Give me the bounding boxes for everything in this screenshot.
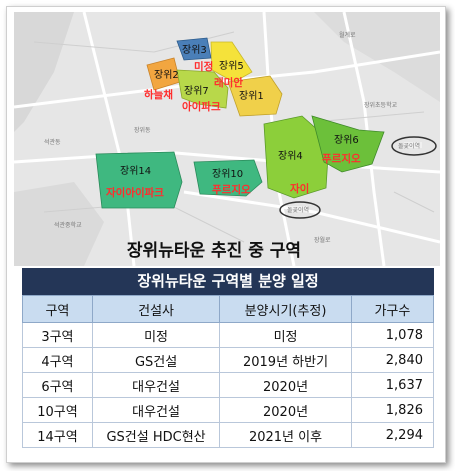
header-zone: 구역 bbox=[22, 295, 93, 323]
schedule-table-panel: 장위뉴타운 구역별 분양 일정 구역 건설사 분양시기(추정) 가구수 3구역 … bbox=[22, 268, 435, 448]
zone-3-area[interactable] bbox=[176, 37, 212, 61]
map-title: 장위뉴타운 추진 중 구역 bbox=[126, 241, 302, 261]
zone-10-area[interactable] bbox=[193, 159, 263, 197]
cell-builder: GS건설 HDC현산 bbox=[91, 422, 221, 448]
cell-sale-period: 2019년 하반기 bbox=[219, 347, 352, 373]
zone-3-label: 장위3 bbox=[182, 43, 207, 56]
header-sale-period: 분양시기(추정) bbox=[219, 295, 352, 323]
cell-sale-period: 2020년 bbox=[219, 397, 352, 423]
zone-14-brand: 자이아이파크 bbox=[106, 186, 164, 199]
svg-text:석관중학교: 석관중학교 bbox=[54, 221, 82, 229]
cell-units: 1,637 bbox=[350, 372, 435, 398]
zone-7-label: 장위7 bbox=[184, 84, 209, 97]
cell-builder: 미정 bbox=[91, 322, 221, 348]
zone-4-area[interactable] bbox=[263, 115, 330, 199]
svg-text:돌곶이역: 돌곶이역 bbox=[287, 206, 309, 214]
cell-zone: 10구역 bbox=[22, 397, 93, 423]
cell-units: 1,078 bbox=[350, 322, 435, 348]
table-header-row: 구역 건설사 분양시기(추정) 가구수 bbox=[22, 295, 435, 323]
svg-text:장월로: 장월로 bbox=[314, 236, 331, 244]
svg-text:돌곶이역: 돌곶이역 bbox=[398, 142, 420, 150]
station-marker-bottom bbox=[279, 201, 321, 219]
zone-5-brand: 래미안 bbox=[214, 76, 243, 89]
zone-10-label: 장위10 bbox=[212, 167, 243, 180]
cell-units: 1,826 bbox=[350, 397, 435, 423]
zone-14-area[interactable] bbox=[95, 151, 183, 209]
zone-4-label: 장위4 bbox=[278, 149, 303, 162]
zone-7-brand: 아이파크 bbox=[182, 100, 221, 113]
cell-builder: 대우건설 bbox=[91, 397, 221, 423]
district-map: 석관동 장위동 월계로 장위초등학교 석관중학교 장월로 장위3 미정 장위2 … bbox=[14, 12, 440, 266]
cell-units: 2,294 bbox=[350, 422, 435, 448]
zone-1-area[interactable] bbox=[227, 75, 283, 117]
zone-3-brand: 미정 bbox=[194, 60, 213, 73]
zone-6-label: 장위6 bbox=[334, 133, 359, 146]
table-row: 10구역 대우건설 2020년 1,826 bbox=[22, 397, 435, 423]
station-marker-right bbox=[391, 136, 437, 156]
cell-builder: GS건설 bbox=[91, 347, 221, 373]
table-row: 6구역 대우건설 2020년 1,637 bbox=[22, 372, 435, 398]
zone-10-brand: 푸르지오 bbox=[212, 183, 251, 196]
header-builder: 건설사 bbox=[91, 295, 221, 323]
zone-6-brand: 푸르지오 bbox=[322, 152, 361, 165]
table-row: 4구역 GS건설 2019년 하반기 2,840 bbox=[22, 347, 435, 373]
table-title: 장위뉴타운 구역별 분양 일정 bbox=[22, 268, 434, 295]
cell-units: 2,840 bbox=[350, 347, 435, 373]
cell-sale-period: 2020년 bbox=[219, 372, 352, 398]
cell-sale-period: 2021년 이후 bbox=[219, 422, 352, 448]
zone-4-brand: 자이 bbox=[290, 182, 309, 195]
schedule-table: 구역 건설사 분양시기(추정) 가구수 3구역 미정 미정 1,078 4구역 … bbox=[22, 295, 435, 448]
zone-2-brand: 하늘채 bbox=[144, 88, 173, 101]
table-row: 14구역 GS건설 HDC현산 2021년 이후 2,294 bbox=[22, 422, 435, 448]
table-row: 3구역 미정 미정 1,078 bbox=[22, 322, 435, 348]
cell-zone: 6구역 bbox=[22, 372, 93, 398]
cell-sale-period: 미정 bbox=[219, 322, 352, 348]
cell-zone: 4구역 bbox=[22, 347, 93, 373]
svg-text:장위초등학교: 장위초등학교 bbox=[364, 101, 398, 109]
svg-text:월계로: 월계로 bbox=[339, 31, 356, 39]
cell-zone: 14구역 bbox=[22, 422, 93, 448]
zone-1-label: 장위1 bbox=[239, 89, 264, 102]
zone-6-area[interactable] bbox=[311, 115, 385, 173]
header-units: 가구수 bbox=[350, 295, 435, 323]
svg-text:석관동: 석관동 bbox=[44, 138, 61, 146]
svg-text:장위동: 장위동 bbox=[134, 126, 151, 134]
cell-builder: 대우건설 bbox=[91, 372, 221, 398]
zone-14-label: 장위14 bbox=[120, 164, 151, 177]
zone-5-area[interactable] bbox=[210, 41, 253, 83]
zone-7-area[interactable] bbox=[176, 69, 229, 109]
zone-2-label: 장위2 bbox=[154, 68, 179, 81]
cell-zone: 3구역 bbox=[22, 322, 93, 348]
zone-5-label: 장위5 bbox=[219, 59, 244, 72]
